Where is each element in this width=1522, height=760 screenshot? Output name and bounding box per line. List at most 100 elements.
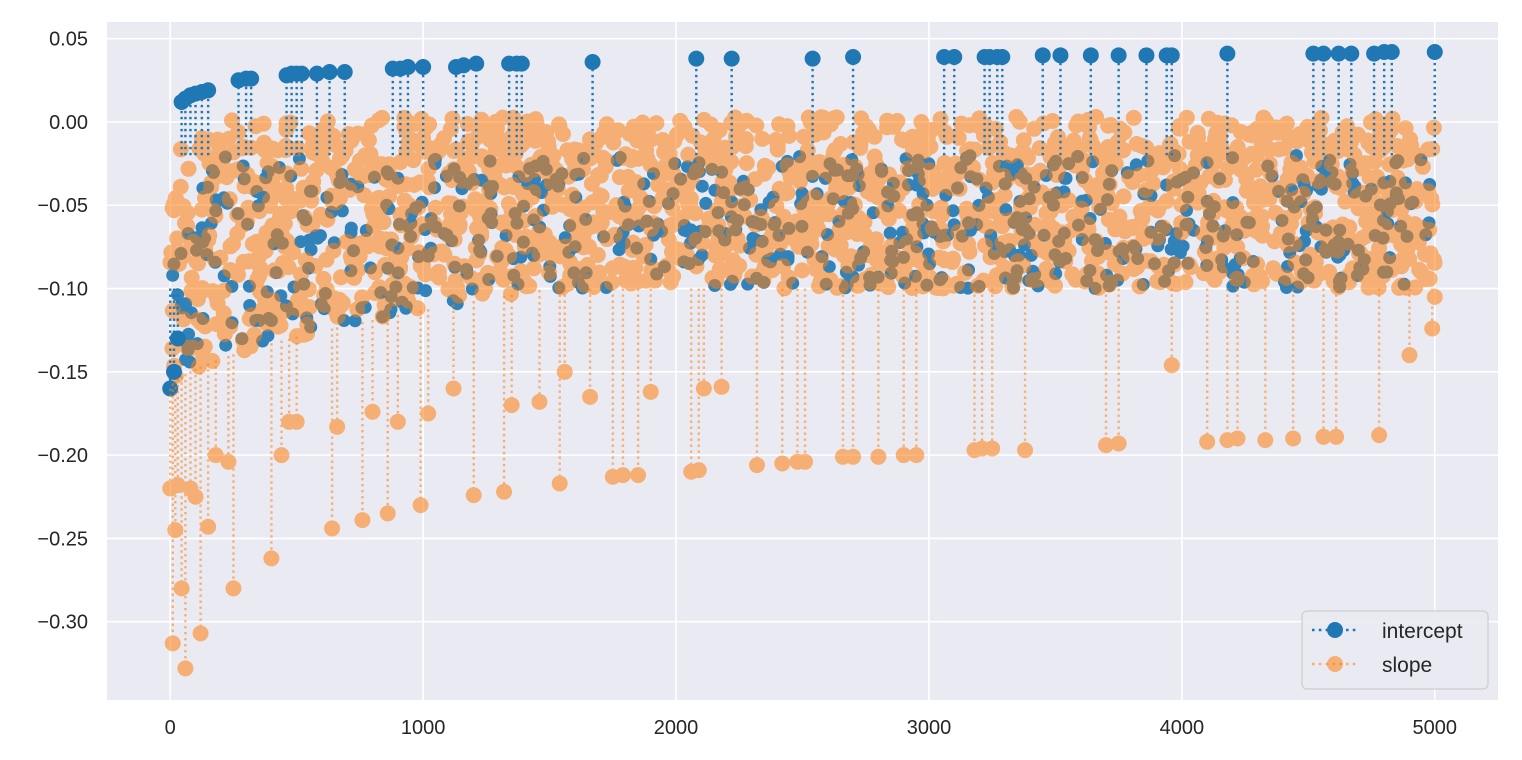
cloud-point [1425, 119, 1442, 136]
cloud-point [1264, 180, 1281, 197]
cloud-point [469, 220, 486, 237]
cloud-point [405, 152, 422, 169]
cloud-point [1261, 141, 1278, 158]
cloud-point [764, 262, 781, 279]
cloud-point [546, 160, 563, 177]
cloud-point [196, 145, 213, 162]
cloud-point [847, 158, 864, 175]
slope-point [845, 448, 862, 465]
cloud-point [503, 202, 520, 219]
cloud-point [432, 243, 449, 260]
cloud-point [657, 158, 674, 174]
cloud-point [1366, 192, 1382, 209]
cloud-point [318, 251, 335, 268]
cloud-point [589, 247, 606, 263]
cloud-point [1188, 157, 1204, 173]
cloud-point [221, 191, 238, 208]
cloud-point [766, 230, 783, 247]
cloud-point [1138, 252, 1154, 269]
cloud-point [280, 259, 297, 276]
cloud-point [598, 152, 615, 169]
cloud-point [1120, 246, 1137, 262]
cloud-point [599, 231, 615, 248]
cloud-point [710, 246, 727, 263]
cloud-point [1132, 203, 1149, 220]
cloud-point [945, 250, 962, 267]
cloud-point [921, 162, 938, 179]
cloud-point [611, 169, 628, 186]
dense-scatter-cloud [162, 109, 1443, 384]
cloud-point [1275, 210, 1292, 227]
cloud-point [868, 156, 885, 173]
cloud-point [1351, 245, 1368, 262]
cloud-point [1064, 139, 1081, 156]
intercept-point [243, 70, 260, 87]
cloud-point [498, 157, 514, 174]
cloud-point [1070, 221, 1087, 238]
cloud-point [193, 315, 210, 331]
intercept-point [1315, 45, 1332, 62]
cloud-point [921, 269, 938, 286]
cloud-point [1416, 246, 1433, 263]
cloud-point [1177, 274, 1194, 291]
cloud-point [1339, 234, 1356, 251]
cloud-point [932, 220, 949, 237]
cloud-point [638, 142, 655, 159]
intercept-point [455, 57, 472, 74]
cloud-point [179, 217, 196, 234]
intercept-point [336, 63, 353, 80]
cloud-point [251, 267, 268, 284]
cloud-point [916, 139, 933, 156]
cloud-point [769, 141, 786, 158]
cloud-point [1254, 227, 1271, 244]
intercept-point [688, 50, 705, 67]
cloud-point [1199, 141, 1216, 158]
intercept-point [308, 65, 325, 82]
slope-point [556, 363, 573, 380]
cloud-point [222, 238, 239, 255]
slope-point [551, 475, 568, 492]
cloud-point [329, 168, 346, 185]
intercept-point [1383, 43, 1400, 60]
cloud-point [214, 155, 230, 172]
intercept-point [1052, 47, 1069, 64]
cloud-point [445, 161, 462, 178]
cloud-point [235, 332, 251, 349]
cloud-point [346, 269, 363, 286]
cloud-point [479, 264, 496, 281]
slope-point [531, 393, 548, 410]
cloud-point [1391, 227, 1408, 244]
cloud-point [315, 270, 332, 287]
intercept-point [1163, 47, 1180, 64]
cloud-point [460, 164, 477, 181]
cloud-point [494, 109, 511, 126]
cloud-point [249, 175, 266, 191]
cloud-point [1150, 226, 1167, 243]
cloud-point [1307, 149, 1324, 166]
cloud-point [467, 239, 484, 256]
slope-point [614, 467, 631, 484]
slope-point [713, 378, 730, 395]
cloud-point [541, 234, 558, 251]
cloud-point [780, 269, 797, 286]
slope-point [225, 580, 242, 597]
cloud-point [862, 274, 879, 291]
cloud-point [595, 203, 612, 220]
cloud-point [377, 171, 394, 187]
cloud-point [680, 146, 697, 163]
cloud-point [891, 202, 907, 219]
cloud-point [1299, 167, 1316, 184]
cloud-point [695, 248, 709, 262]
cloud-point [252, 283, 268, 300]
cloud-point [566, 141, 583, 158]
slope-point [187, 488, 204, 505]
cloud-point [420, 160, 437, 177]
intercept-point [415, 58, 432, 75]
cloud-point [1235, 250, 1252, 266]
cloud-point [427, 199, 444, 216]
cloud-point [362, 146, 379, 162]
cloud-point [862, 238, 879, 255]
cloud-point [1115, 188, 1132, 205]
cloud-point [481, 160, 498, 177]
cloud-point [1164, 242, 1178, 256]
